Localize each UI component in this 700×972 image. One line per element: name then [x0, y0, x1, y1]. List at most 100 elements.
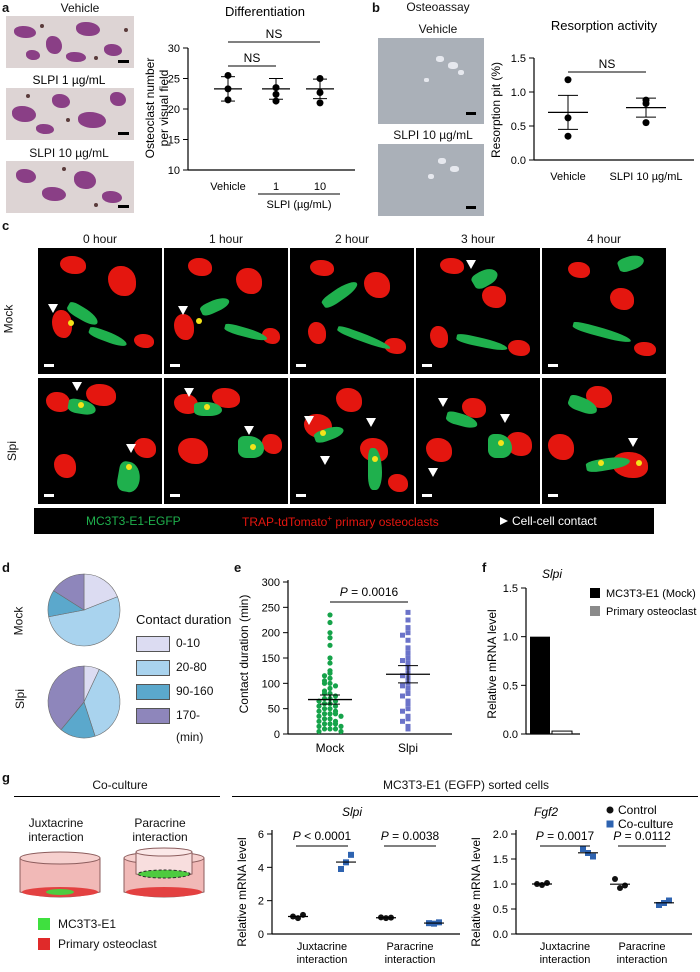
- data-point: [321, 680, 328, 686]
- y-tick-label: 0.0: [493, 929, 508, 941]
- data-point: [405, 698, 411, 704]
- y-tick-label: 1.0: [493, 879, 508, 891]
- panel-d-letter: d: [2, 560, 10, 575]
- panel-g-legend-coculture: Co-culture: [618, 817, 674, 831]
- panel-c-slpi-4h: [542, 378, 666, 504]
- legend-swatch-0-10: [136, 636, 170, 652]
- data-point: [436, 919, 442, 926]
- panel-g-slpi-ylabel: Relative mRNA level: [235, 837, 249, 946]
- y-tick-label: 0: [274, 729, 280, 741]
- data-point: [321, 695, 328, 702]
- data-point: [431, 920, 437, 927]
- p-italic: P: [381, 829, 389, 843]
- data-point: [338, 723, 344, 729]
- y-tick-label: 4: [258, 862, 264, 874]
- y-tick-label: 6: [258, 829, 264, 841]
- data-point: [400, 718, 405, 724]
- panel-d-pies: [47, 573, 121, 739]
- legend-item: 170-: [136, 706, 203, 730]
- panel-g-fgf2-xtick: Juxtacrine: [540, 941, 590, 953]
- data-point: [327, 660, 333, 666]
- panel-a-xtick: 1: [273, 181, 279, 193]
- panel-g-sorted-title: MC3T3-E1 (EGFP) sorted cells: [382, 778, 550, 792]
- panel-c-mock-2h: [290, 248, 414, 374]
- y-tick-label: 50: [268, 704, 280, 716]
- legend-swatch-primary-osteoclast: [38, 938, 50, 950]
- panel-b-ytick: 0.5: [511, 121, 526, 133]
- panel-g-fgf2-p-juxta: P = 0.0017: [536, 829, 595, 843]
- data-point: [316, 713, 322, 719]
- bar-osteoclast: [551, 730, 573, 735]
- data-point: [316, 99, 324, 107]
- panel-b-image-slpi10: [378, 144, 484, 216]
- panel-g-schema-paracrine: Paracrine interaction: [132, 816, 188, 844]
- panel-g-schema: [19, 847, 205, 898]
- data-point: [564, 132, 572, 140]
- pie-slice: [83, 669, 121, 737]
- data-point: [224, 71, 232, 79]
- panel-g-legend-mc3t3: MC3T3-E1: [58, 917, 117, 931]
- panel-f-legend-0: MC3T3-E1 (Mock): [606, 588, 696, 600]
- data-point: [405, 625, 411, 631]
- panel-g-fgf2-xtick: interaction: [540, 954, 591, 966]
- panel-a-ylabel-2: per visual field: [157, 70, 171, 147]
- y-tick-label: 0.5: [493, 904, 508, 916]
- data-point: [332, 726, 339, 732]
- legend-label: 20-80: [176, 660, 207, 674]
- pie-slice: [83, 573, 118, 611]
- panel-a-label-vehicle: Vehicle: [60, 1, 100, 15]
- data-point: [316, 723, 322, 729]
- panel-e-letter: e: [234, 560, 242, 575]
- panel-b-ylabel: Resorption pit (%): [489, 62, 503, 158]
- legend-label: 0-10: [176, 636, 201, 650]
- data-point: [544, 880, 550, 886]
- data-point: [405, 701, 411, 707]
- data-point: [327, 716, 333, 722]
- pie-slice: [53, 573, 85, 611]
- panel-c-time-2: 2 hour: [334, 232, 370, 246]
- panel-f-gene: Slpi: [542, 567, 562, 581]
- panel-a-ns-long: NS: [266, 27, 283, 41]
- data-point: [338, 866, 344, 872]
- panel-a-chart-title: Differentiation: [225, 4, 305, 19]
- data-point: [327, 685, 333, 691]
- y-tick-label: 1.5: [503, 583, 518, 595]
- panel-c-slpi-0h: [38, 378, 162, 504]
- data-point: [316, 718, 322, 724]
- legend-swatch-osteoclast: [590, 606, 600, 616]
- legend-swatch-90-160: [136, 684, 170, 700]
- data-point: [327, 619, 333, 626]
- panel-e-xtick: Slpi: [398, 741, 418, 755]
- data-point: [327, 655, 333, 661]
- data-point: [642, 119, 650, 127]
- data-point: [327, 670, 333, 676]
- data-point: [656, 902, 662, 908]
- data-point: [405, 723, 411, 729]
- panel-c-legend-red: TRAP-tdTomato+ primary osteoclasts: [242, 514, 439, 529]
- panel-g-legend-control: Control: [618, 803, 657, 817]
- panel-b-label-slpi10: SLPI 10 µg/mL: [393, 128, 473, 142]
- panel-g-slpi-xtick: interaction: [297, 954, 348, 966]
- panel-g-fgf2-ylabel: Relative mRNA level: [469, 837, 483, 946]
- panel-c-time-1: 1 hour: [208, 232, 244, 246]
- panel-b-letter: b: [372, 0, 380, 15]
- panel-a-label-slpi10: SLPI 10 µg/mL: [29, 146, 109, 160]
- panel-a-xtick: 10: [314, 181, 326, 193]
- legend-swatch-mc3t3: [590, 588, 600, 598]
- panel-f-legend-1: Primary osteoclast: [606, 606, 696, 618]
- panel-c-legend-green: MC3T3-E1-EGFP: [86, 514, 181, 528]
- y-tick-label: 0.5: [503, 680, 518, 692]
- panel-c-mock-3h: [416, 248, 540, 374]
- panel-g-fgf2-chart: Fgf2 Relative mRNA level 0.0 0.5 1.0 1.5 2.0…: [469, 803, 692, 966]
- panel-c-time-3: 3 hour: [460, 232, 496, 246]
- panel-b-xtick: Vehicle: [550, 171, 585, 183]
- panel-d-pie-slpi: [47, 665, 121, 739]
- panel-d-legend-title: Contact duration: [136, 612, 232, 627]
- panel-d-legend-unit: (min): [176, 730, 204, 744]
- bar-mc3t3: [530, 636, 550, 734]
- y-tick-label: 200: [262, 628, 280, 640]
- data-point: [327, 721, 333, 727]
- panel-c-letter: c: [2, 218, 10, 233]
- data-point: [327, 711, 333, 717]
- panel-g-slpi-chart: Slpi Relative mRNA level 0 2 4 6 P < 0.0001…: [235, 805, 460, 966]
